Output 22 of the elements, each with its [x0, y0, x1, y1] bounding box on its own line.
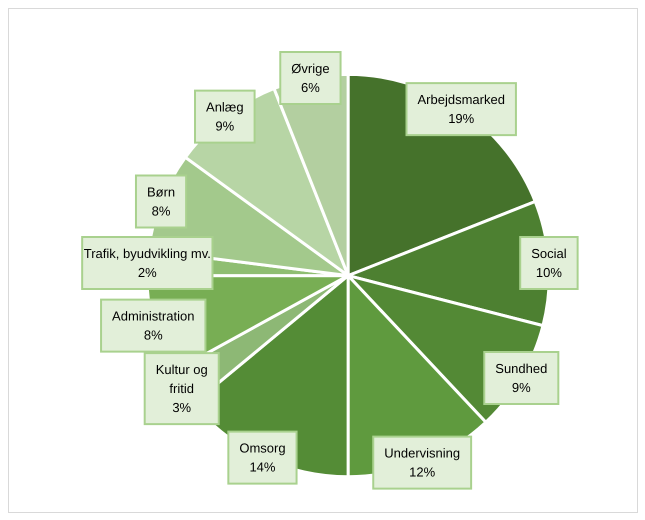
slice-label: Social: [531, 246, 567, 261]
slice-label: Sundhed: [495, 361, 548, 376]
data-label: 8%: [152, 204, 171, 219]
slice-label: Børn: [146, 184, 176, 200]
slice-label: Kultur og fritid: [156, 362, 208, 396]
data-label: 14%: [249, 460, 276, 475]
slice-label: Øvrige: [291, 60, 330, 76]
data-label: 19%: [448, 111, 475, 126]
slice-label: Anlæg: [206, 100, 244, 115]
data-label: 6%: [301, 80, 320, 95]
slice-label: Trafik, byudvikling mv.: [84, 246, 211, 261]
slice-label: Undervisning: [384, 446, 460, 461]
slice-label: Omsorg: [239, 440, 286, 456]
data-label: 10%: [536, 264, 562, 280]
data-label: 3%: [172, 400, 192, 416]
data-label: 9%: [512, 380, 532, 396]
data-label: 8%: [144, 328, 164, 343]
data-label: 2%: [138, 264, 158, 280]
data-label: 12%: [409, 464, 436, 480]
data-label: 9%: [215, 118, 235, 134]
slice-label: Arbejdsmarked: [417, 92, 505, 108]
slice-label: Administration: [112, 308, 194, 324]
